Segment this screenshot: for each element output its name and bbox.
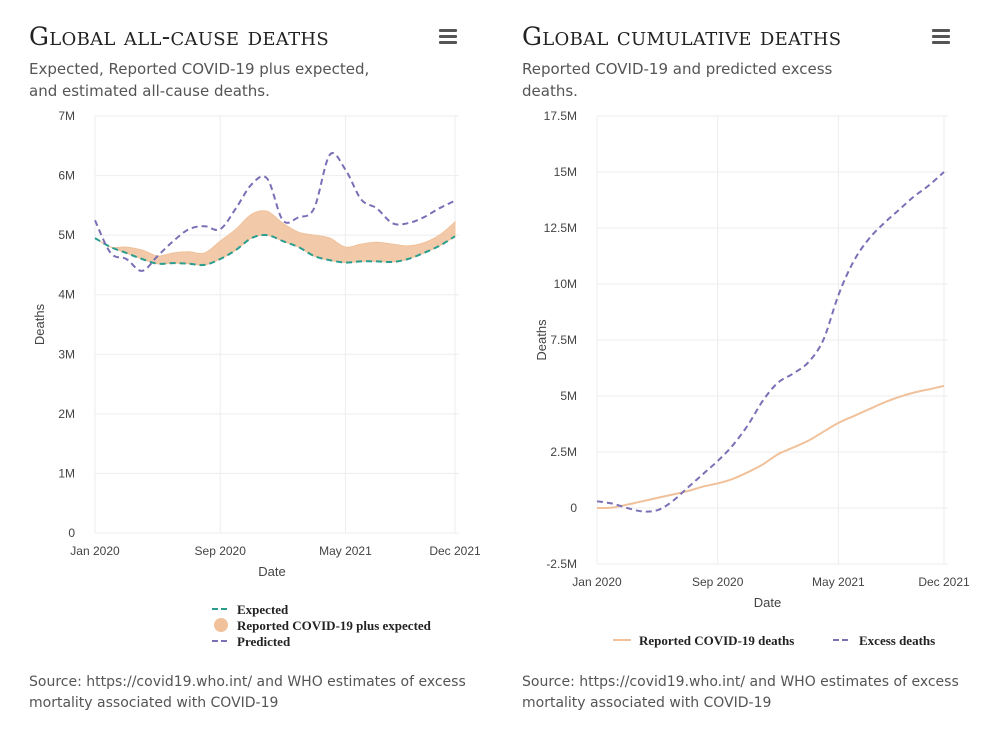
all-cause-deaths-chart: 0 1M 2M 3M 4M 5M 6M 7M Jan 2020 Sep 2020 May 2021 D…	[32, 109, 480, 649]
series-band-reported-plus-expected	[94, 210, 456, 266]
y-tick-label: 2.5M	[550, 445, 577, 459]
hamburger-menu-icon[interactable]	[931, 26, 953, 46]
y-tick-label: 1M	[58, 466, 75, 480]
legend-label: Reported COVID-19 deaths	[639, 633, 794, 648]
legend-item[interactable]: Predicted	[212, 634, 291, 649]
series-line-predicted	[94, 152, 456, 272]
gridlines	[94, 115, 459, 534]
y-tick-label: 15M	[554, 165, 577, 179]
x-tick-label: Dec 2021	[429, 544, 480, 558]
y-tick-label: 2M	[58, 407, 75, 421]
series-line-reported	[596, 384, 945, 509]
legend-item[interactable]: Reported COVID-19 plus expected	[214, 618, 432, 633]
y-tick-label: 5M	[58, 228, 75, 242]
legend-label: Excess deaths	[859, 633, 935, 648]
x-tick-label: Sep 2020	[195, 544, 247, 558]
legend-item[interactable]: Expected	[212, 602, 289, 617]
chart-subtitle: Reported COVID-19 and predicted excess d…	[522, 60, 833, 100]
x-axis-title: Date	[258, 564, 285, 579]
all-cause-deaths-panel: Global all-cause deaths Expected, Report…	[0, 0, 480, 733]
chart-title: Global cumulative deaths	[522, 22, 842, 51]
legend: Reported COVID-19 deaths Excess deaths	[613, 633, 935, 648]
y-tick-label: 17.5M	[544, 109, 577, 123]
y-tick-label: 4M	[58, 288, 75, 302]
x-tick-label: Dec 2021	[918, 575, 970, 589]
series-line-excess	[596, 171, 945, 513]
y-tick-label: 0	[570, 501, 577, 515]
y-tick-label: 10M	[554, 277, 577, 291]
source-note: Source: https://covid19.who.int/ and WHO…	[29, 674, 466, 711]
hamburger-menu-icon[interactable]	[438, 26, 460, 46]
x-tick-label: May 2021	[812, 575, 865, 589]
x-tick-label: Jan 2020	[70, 544, 120, 558]
x-axis-title: Date	[754, 595, 781, 610]
legend-label: Predicted	[237, 634, 291, 649]
cumulative-deaths-panel: Global cumulative deaths Reported COVID-…	[493, 0, 973, 733]
y-tick-label: 5M	[560, 389, 577, 403]
series-line-expected	[94, 233, 456, 267]
y-axis-title: Deaths	[534, 319, 549, 361]
y-tick-label: 7M	[58, 109, 75, 123]
y-tick-label: 7.5M	[550, 333, 577, 347]
source-note: Source: https://covid19.who.int/ and WHO…	[522, 674, 959, 711]
y-tick-label: 0	[68, 526, 75, 540]
y-tick-label: 6M	[58, 169, 75, 183]
chart-title: Global all-cause deaths	[29, 22, 330, 51]
legend-swatch	[214, 618, 228, 632]
x-tick-label: Sep 2020	[692, 575, 744, 589]
cumulative-deaths-chart: -2.5M 0 2.5M 5M 7.5M 10M 12.5M 15M 17.5M Jan 2020…	[534, 109, 970, 648]
legend-item[interactable]: Reported COVID-19 deaths	[613, 633, 794, 648]
gridlines	[596, 115, 948, 565]
legend-label: Expected	[237, 602, 289, 617]
x-tick-label: May 2021	[319, 544, 372, 558]
y-axis-title: Deaths	[32, 303, 47, 345]
legend-label: Reported COVID-19 plus expected	[237, 618, 432, 633]
x-tick-label: Jan 2020	[572, 575, 622, 589]
y-tick-label: 3M	[58, 347, 75, 361]
y-tick-label: -2.5M	[546, 557, 577, 571]
chart-subtitle: Expected, Reported COVID-19 plus expecte…	[29, 60, 370, 100]
y-tick-label: 12.5M	[544, 221, 577, 235]
legend-item[interactable]: Excess deaths	[833, 633, 935, 648]
